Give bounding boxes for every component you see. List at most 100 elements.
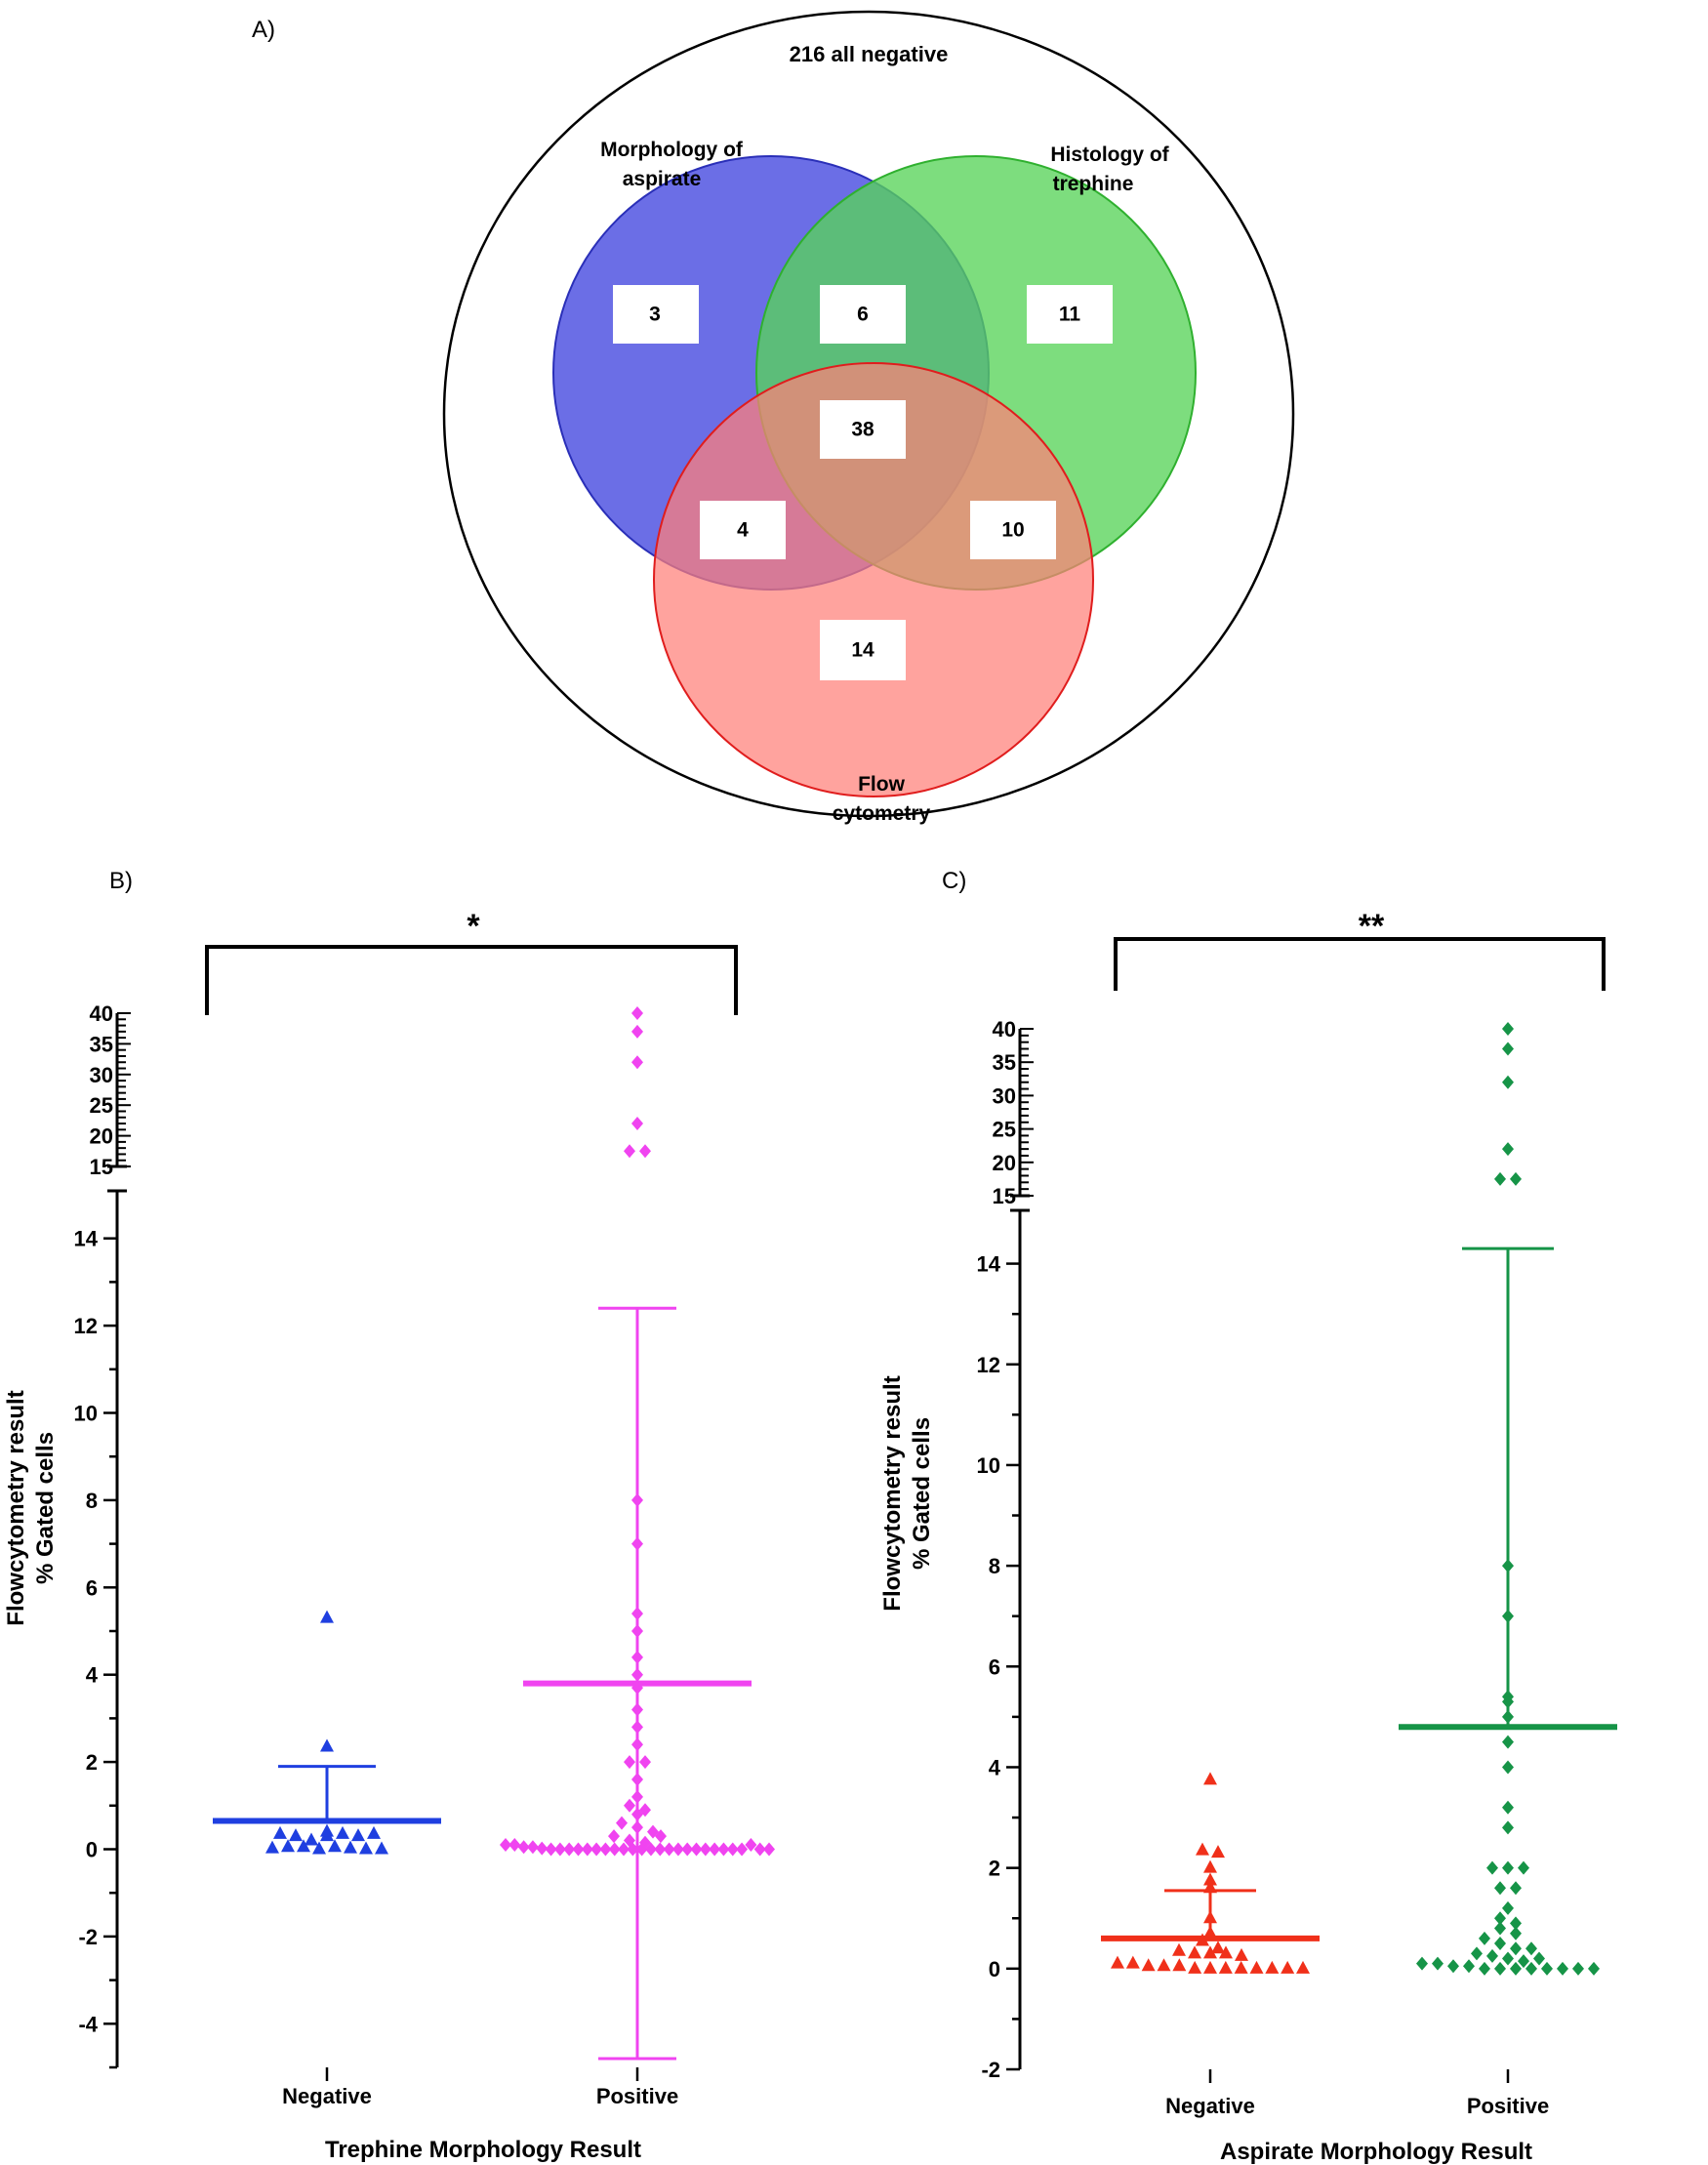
region-value: 6 <box>857 304 869 326</box>
data-point <box>1557 1961 1568 1976</box>
data-point <box>671 1842 684 1857</box>
data-point <box>1463 1959 1475 1974</box>
data-point <box>1218 1960 1233 1974</box>
data-point <box>1525 1941 1537 1956</box>
data-point <box>289 1828 303 1842</box>
region-value: 10 <box>1001 519 1024 542</box>
data-point <box>631 1820 643 1835</box>
y-tick-label: 25 <box>993 1118 1016 1142</box>
data-point <box>635 1842 648 1857</box>
data-point <box>1541 1961 1553 1976</box>
data-point <box>500 1838 511 1853</box>
data-point <box>763 1842 775 1857</box>
data-point <box>328 1839 342 1853</box>
data-point <box>1479 1931 1490 1945</box>
outer-circle <box>442 10 1295 818</box>
data-point <box>631 1681 643 1695</box>
y-tick-label: 4 <box>989 1755 1001 1779</box>
data-point <box>631 1789 643 1804</box>
data-point <box>631 1024 643 1039</box>
data-point <box>1203 1772 1217 1785</box>
data-point <box>1203 1880 1217 1894</box>
category-label-positive: Positive <box>596 2084 678 2108</box>
data-point <box>1188 1945 1201 1959</box>
data-point <box>305 1832 318 1846</box>
data-point <box>1479 1961 1490 1976</box>
data-point <box>690 1842 703 1857</box>
region-aspirate-trephine: 6 <box>820 285 906 344</box>
data-point <box>581 1842 593 1857</box>
significance-bracket <box>205 945 738 1015</box>
data-point <box>1502 1820 1514 1835</box>
data-point <box>1203 1872 1217 1886</box>
data-point <box>1432 1956 1444 1971</box>
data-point <box>1502 1609 1514 1623</box>
flow-label-line-1: Flow <box>858 773 905 796</box>
data-point <box>312 1841 326 1855</box>
panel-c-label: C) <box>942 868 966 894</box>
region-value: 14 <box>851 639 874 662</box>
data-point <box>1447 1959 1459 1974</box>
aspirate-label-line-1: Morphology of <box>600 139 744 161</box>
data-point <box>654 1842 667 1857</box>
y-tick-label: 12 <box>977 1353 1000 1377</box>
data-point <box>367 1825 381 1839</box>
data-point <box>375 1841 388 1855</box>
y-tick-label: 25 <box>90 1093 113 1118</box>
y-axis-title-line-2: % Gated cells <box>32 1432 59 1584</box>
panel-b-chart: B) * Trephine Morphology Result Negative… <box>3 868 775 2163</box>
data-point <box>1502 1760 1514 1775</box>
y-axis-title-line-1: Flowcytometry result <box>3 1390 29 1625</box>
data-point <box>508 1838 521 1853</box>
data-point <box>1502 1860 1514 1875</box>
data-point <box>553 1842 566 1857</box>
data-point <box>753 1842 766 1857</box>
data-point <box>1249 1960 1264 1974</box>
data-point <box>1203 1960 1217 1974</box>
data-point <box>1172 1942 1186 1956</box>
data-point <box>1125 1955 1140 1969</box>
data-point <box>1510 1881 1522 1896</box>
data-point <box>1502 1900 1514 1915</box>
data-point <box>631 1807 643 1821</box>
data-point <box>631 1607 643 1621</box>
data-point <box>1518 1860 1529 1875</box>
data-point <box>1533 1951 1545 1966</box>
data-point <box>1203 1925 1217 1939</box>
panel-b-label: B) <box>109 868 133 894</box>
region-flow-only: 14 <box>820 620 906 680</box>
data-point <box>359 1841 373 1855</box>
data-point <box>644 1842 657 1857</box>
data-point <box>517 1840 530 1855</box>
data-point <box>631 1536 643 1551</box>
data-point <box>1416 1956 1428 1971</box>
y-tick-label: 35 <box>993 1050 1016 1075</box>
flow-label-line-2: cytometry <box>833 802 931 825</box>
data-point <box>1219 1945 1233 1959</box>
panel-c-chart: C) ** Aspirate Morphology Result Negativ… <box>879 868 1617 2165</box>
data-point <box>681 1842 694 1857</box>
y-tick-label: 30 <box>90 1063 113 1087</box>
y-axis-title-line-2: % Gated cells <box>909 1417 935 1570</box>
data-point <box>699 1842 712 1857</box>
y-tick-label: 35 <box>90 1032 113 1056</box>
data-point <box>265 1840 279 1854</box>
data-point <box>1211 1940 1225 1954</box>
data-point <box>1494 1937 1506 1951</box>
y-tick-label: -4 <box>78 2012 98 2036</box>
region-all-three: 38 <box>820 400 906 459</box>
data-point <box>1502 1559 1514 1573</box>
data-point <box>631 1737 643 1752</box>
data-point <box>1510 1171 1522 1186</box>
y-tick-label: 4 <box>86 1663 99 1688</box>
outer-circle-label: 216 all negative <box>790 42 949 66</box>
data-point <box>726 1842 739 1857</box>
category-label-negative: Negative <box>1165 2094 1255 2118</box>
data-point <box>1234 1960 1248 1974</box>
y-tick-label: 40 <box>90 1001 113 1026</box>
data-point <box>1203 1910 1217 1924</box>
data-point <box>1196 1842 1209 1856</box>
data-point <box>1510 1916 1522 1931</box>
data-point <box>631 1492 643 1507</box>
data-point <box>1502 1951 1514 1966</box>
